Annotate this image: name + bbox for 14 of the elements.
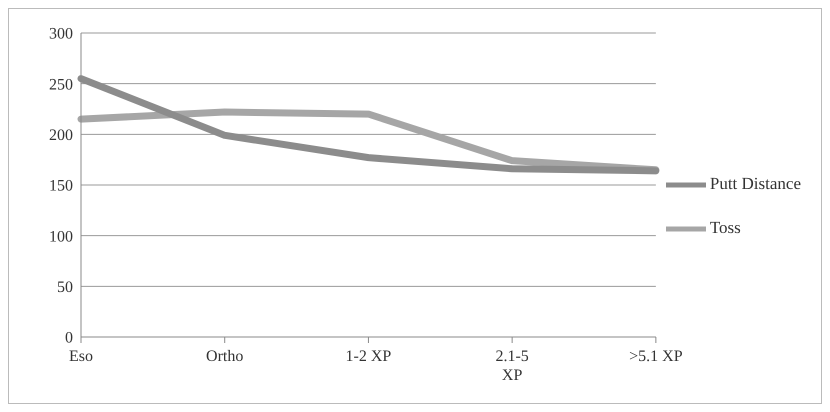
y-tick-label: 200: [49, 127, 73, 144]
y-tick-label: 250: [49, 76, 73, 94]
x-tick-label: >5.1 XP: [629, 348, 683, 365]
y-tick-label: 300: [49, 26, 73, 43]
x-tick-label: Ortho: [206, 348, 244, 365]
y-tick-label: 100: [49, 228, 73, 246]
x-tick-label: 1-2 XP: [346, 348, 392, 365]
y-tick-label: 0: [65, 330, 73, 347]
x-tick-label: Eso: [69, 348, 93, 365]
legend-label: Toss: [710, 218, 741, 237]
x-tick-label: 2.1-5 XP: [495, 348, 529, 384]
legend-label: Putt Distance: [710, 174, 801, 193]
y-tick-label: 50: [57, 279, 73, 296]
y-tick-label: 150: [49, 178, 73, 195]
